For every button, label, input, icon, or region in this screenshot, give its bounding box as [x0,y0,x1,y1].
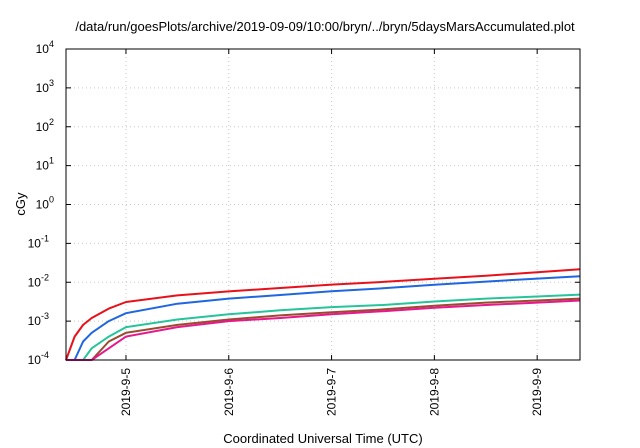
x-tick-label: 2019-9-6 [222,368,236,416]
series-layer [65,268,581,361]
x-tick-label: 2019-9-8 [427,368,441,416]
y-tick-label: 10-2 [28,272,49,289]
y-tick-label: 103 [36,78,54,95]
series-line-1 [65,268,581,361]
x-axis-label: Coordinated Universal Time (UTC) [223,431,422,446]
y-tick-label: 104 [36,39,54,56]
y-axis-label: cGy [13,192,28,216]
chart-title: /data/run/goesPlots/archive/2019-09-09/1… [75,19,575,34]
grid [66,49,580,360]
series-line-3 [66,293,581,361]
y-tick-label: 102 [36,117,54,134]
x-tick-label: 2019-9-7 [325,368,339,416]
y-tick-label: 100 [36,195,54,212]
x-tick-label: 2019-9-9 [530,368,544,416]
ticks: 10-4 10-3 10-2 10-1 100 101 102 103 104 2019-9-5 2… [28,39,580,416]
x-tick-label: 2019-9-5 [119,368,133,416]
y-tick-label: 10-3 [28,311,49,328]
y-tick-label: 101 [36,156,54,173]
series-line-2 [66,275,581,361]
y-tick-label: 10-1 [28,233,49,250]
y-tick-label: 10-4 [28,350,49,367]
